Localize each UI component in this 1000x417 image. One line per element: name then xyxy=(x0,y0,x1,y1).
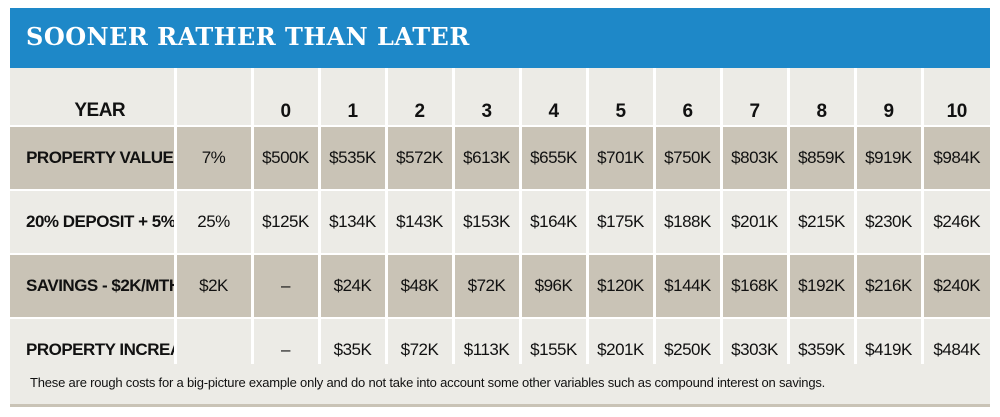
row-value: $175K xyxy=(587,190,656,255)
row-value: $24K xyxy=(319,254,388,319)
row-rate: $2K xyxy=(175,254,254,319)
header-year: 4 xyxy=(520,68,589,127)
row-value: $168K xyxy=(721,254,790,319)
row-value: $164K xyxy=(520,190,589,255)
row-label: 20% DEPOSIT + 5% COSTS xyxy=(10,190,177,255)
row-value: $613K xyxy=(453,126,522,191)
row-value: $96K xyxy=(520,254,589,319)
row-value: $216K xyxy=(855,254,924,319)
row-value: $120K xyxy=(587,254,656,319)
row-label: PROPERTY VALUE xyxy=(10,126,177,191)
row-value: $500K xyxy=(252,126,321,191)
row-value: – xyxy=(252,254,321,319)
row-value: $246K xyxy=(922,190,990,255)
table-row: 20% DEPOSIT + 5% COSTS25%$125K$134K$143K… xyxy=(10,190,990,255)
row-value: $230K xyxy=(855,190,924,255)
row-value: $134K xyxy=(319,190,388,255)
header-year: 8 xyxy=(788,68,857,127)
row-rate: 7% xyxy=(175,126,254,191)
row-value: $803K xyxy=(721,126,790,191)
row-value: $201K xyxy=(721,190,790,255)
row-rate: 25% xyxy=(175,190,254,255)
header-year: 2 xyxy=(386,68,455,127)
row-value: $240K xyxy=(922,254,990,319)
header-year: 3 xyxy=(453,68,522,127)
row-value: $750K xyxy=(654,126,723,191)
row-value: $535K xyxy=(319,126,388,191)
header-year: 0 xyxy=(252,68,321,127)
header-year: 9 xyxy=(855,68,924,127)
header-year: 6 xyxy=(654,68,723,127)
row-value: $72K xyxy=(453,254,522,319)
row-value: $655K xyxy=(520,126,589,191)
page-title: SOONER RATHER THAN LATER xyxy=(26,22,470,51)
header-year: 7 xyxy=(721,68,790,127)
row-value: $859K xyxy=(788,126,857,191)
row-value: $125K xyxy=(252,190,321,255)
footnote: These are rough costs for a big-picture … xyxy=(10,364,990,404)
header-rate xyxy=(175,68,254,127)
row-value: $919K xyxy=(855,126,924,191)
row-value: $143K xyxy=(386,190,455,255)
header-year: 5 xyxy=(587,68,656,127)
header-row: YEAR 0 1 2 3 4 5 6 7 8 9 10 xyxy=(10,68,990,127)
row-label: SAVINGS - $2K/MTH xyxy=(10,254,177,319)
table-row: SAVINGS - $2K/MTH $2K – $24K $48K $72K $96K $12… xyxy=(10,254,990,319)
cost-table: YEAR 0 1 2 3 4 5 6 7 8 9 10 PROPERTY VAL… xyxy=(10,68,990,383)
header-year: 10 xyxy=(922,68,990,127)
row-value: $188K xyxy=(654,190,723,255)
row-value: $701K xyxy=(587,126,656,191)
row-value: $144K xyxy=(654,254,723,319)
header-label: YEAR xyxy=(10,68,177,127)
header-year: 1 xyxy=(319,68,388,127)
row-value: $572K xyxy=(386,126,455,191)
bottom-rule xyxy=(10,404,990,407)
row-value: $215K xyxy=(788,190,857,255)
row-value: $984K xyxy=(922,126,990,191)
table-row: PROPERTY VALUE 7% $500K $535K $572K $613K $655… xyxy=(10,126,990,191)
row-value: $192K xyxy=(788,254,857,319)
title-banner: SOONER RATHER THAN LATER xyxy=(10,8,990,68)
row-value: $153K xyxy=(453,190,522,255)
row-value: $48K xyxy=(386,254,455,319)
